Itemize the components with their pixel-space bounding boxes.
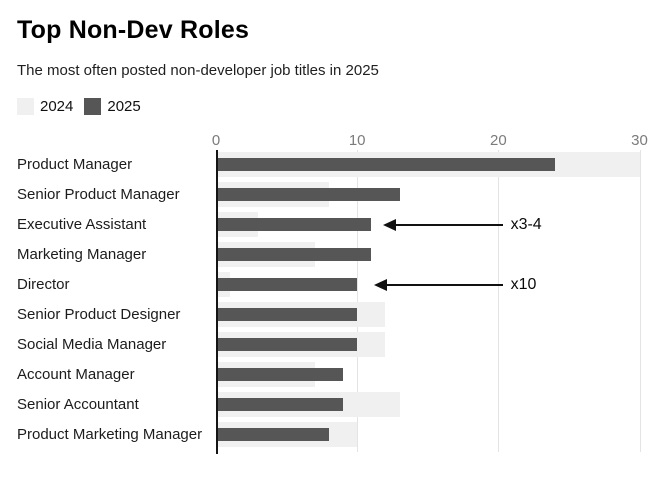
- bar-row: [216, 180, 652, 210]
- bar-2025: [216, 218, 372, 231]
- bar-row: [216, 390, 652, 420]
- bar-2025: [216, 248, 372, 261]
- category-label: Product Manager: [17, 156, 133, 173]
- y-axis-line: [216, 150, 218, 454]
- bar-2025: [216, 338, 358, 351]
- bar-row: [216, 270, 652, 300]
- chart-subtitle: The most often posted non-developer job …: [17, 62, 379, 79]
- legend-label-2024: 2024: [40, 98, 74, 115]
- x-tick-label: 0: [211, 132, 221, 149]
- arrow-left-icon: [382, 219, 396, 231]
- page-title: Top Non-Dev Roles: [17, 16, 250, 44]
- category-label: Senior Accountant: [17, 396, 139, 413]
- x-tick-label: 10: [348, 132, 366, 149]
- category-label: Senior Product Manager: [17, 186, 180, 203]
- category-label: Director: [17, 276, 70, 293]
- gridline: [639, 150, 641, 452]
- category-labels: Product Manager Senior Product Manager Exe…: [0, 150, 216, 450]
- annotation-arrow-line: [385, 284, 503, 286]
- bar-2025: [216, 368, 344, 381]
- gridline: [498, 150, 500, 452]
- bar-2025: [216, 158, 555, 171]
- plot-area: x3-4 x10: [216, 150, 652, 454]
- gridline: [357, 150, 359, 452]
- legend-label-2025: 2025: [107, 98, 141, 115]
- bar-2025: [216, 428, 329, 441]
- bar-2025: [216, 308, 358, 321]
- annotation-label: x10: [510, 276, 537, 293]
- category-label: Product Marketing Manager: [17, 426, 203, 443]
- annotation-arrow-line: [393, 224, 503, 226]
- x-axis-ticks: 0 10 20 30: [212, 132, 648, 150]
- category-label: Social Media Manager: [17, 336, 167, 353]
- category-label: Senior Product Designer: [17, 306, 181, 323]
- category-label: Marketing Manager: [17, 246, 147, 263]
- bar-2025: [216, 278, 358, 291]
- annotation-label: x3-4: [510, 216, 542, 233]
- legend-swatch-2025: [84, 98, 102, 115]
- bar-2025: [216, 398, 344, 411]
- bar-row: [216, 300, 652, 330]
- bar-row: [216, 330, 652, 360]
- bar-row: [216, 420, 652, 450]
- category-label: Executive Assistant: [17, 216, 147, 233]
- legend-swatch-2024: [17, 98, 34, 115]
- legend-item-2025: 2025: [84, 98, 141, 115]
- bar-2025: [216, 188, 400, 201]
- bar-row: [216, 360, 652, 390]
- category-label: Account Manager: [17, 366, 135, 383]
- chart-legend: 2024 2025: [17, 98, 152, 115]
- x-tick-label: 20: [489, 132, 507, 149]
- arrow-left-icon: [374, 279, 388, 291]
- bar-row: [216, 240, 652, 270]
- bar-row: [216, 150, 652, 180]
- x-tick-label: 30: [631, 132, 648, 149]
- bar-row: [216, 210, 652, 240]
- legend-item-2024: 2024: [17, 98, 73, 115]
